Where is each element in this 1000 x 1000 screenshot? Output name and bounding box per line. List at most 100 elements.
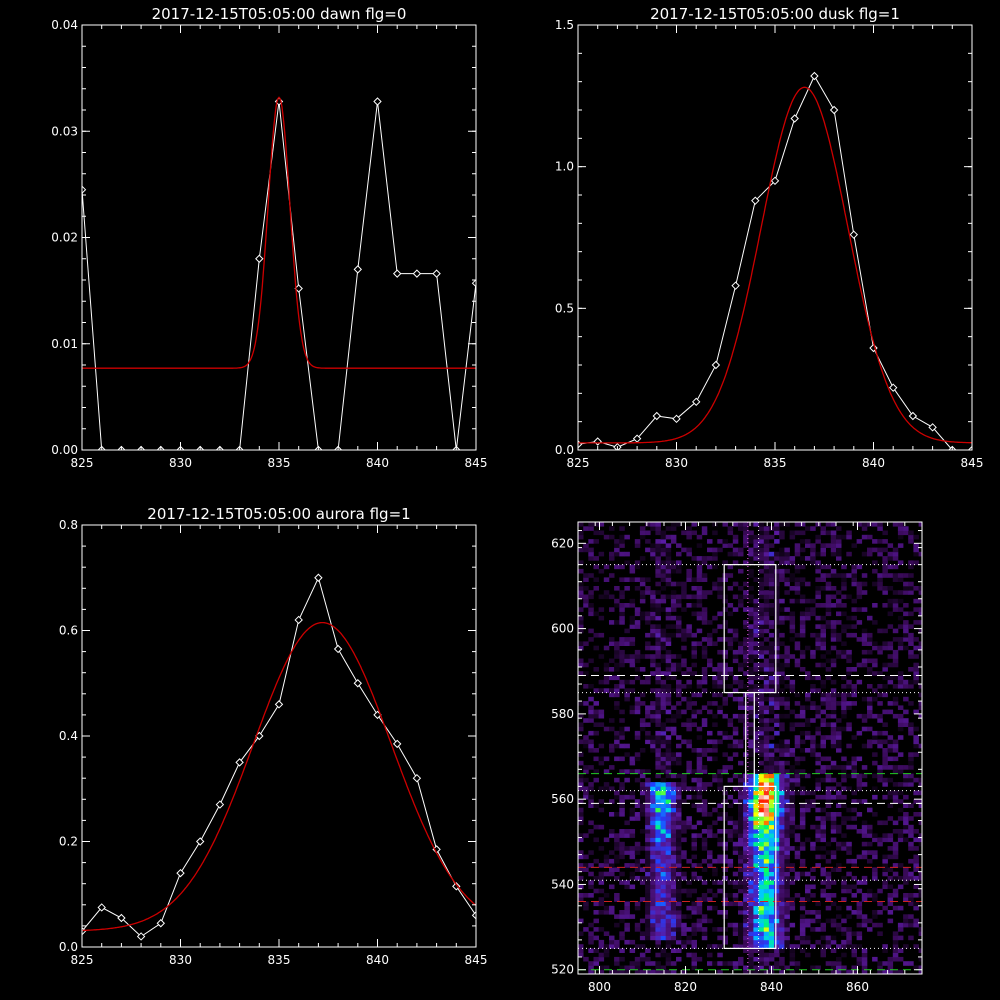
heatmap-cell — [619, 829, 625, 834]
heatmap-cell — [624, 577, 630, 582]
heatmap-cell — [872, 688, 878, 693]
heatmap-cell — [650, 551, 656, 557]
heatmap-cell — [903, 782, 909, 787]
heatmap-cell — [841, 965, 847, 971]
heatmap-cell — [820, 777, 826, 783]
heatmap-cell — [701, 786, 708, 791]
heatmap-cell — [722, 858, 728, 864]
heatmap-cell — [882, 794, 888, 800]
heatmap-cell — [660, 799, 667, 804]
heatmap-cell — [789, 880, 796, 885]
heatmap-cell — [774, 961, 780, 966]
heatmap-cell — [805, 645, 811, 651]
heatmap-cell — [841, 709, 847, 715]
heatmap-cell — [686, 679, 692, 685]
heatmap-cell — [820, 756, 826, 762]
heatmap-cell — [882, 586, 888, 591]
heatmap-cell — [794, 961, 801, 966]
heatmap-cell — [691, 662, 697, 668]
heatmap-cell — [763, 769, 770, 774]
heatmap-cell — [908, 684, 914, 689]
heatmap-cell — [908, 803, 914, 808]
data-point-marker — [392, 739, 402, 749]
heatmap-cell — [583, 735, 589, 740]
heatmap-cell — [650, 918, 656, 924]
data-point-marker — [176, 868, 185, 878]
heatmap-cell — [670, 867, 677, 872]
heatmap-cell — [820, 696, 826, 702]
heatmap-cell — [841, 573, 847, 578]
heatmap-cell — [743, 581, 749, 587]
heatmap-cell — [774, 649, 780, 655]
heatmap-cell — [753, 782, 759, 787]
heatmap-cell — [892, 564, 899, 570]
heatmap-cell — [619, 786, 625, 791]
heatmap-cell — [665, 765, 672, 770]
heatmap-cell — [892, 799, 899, 804]
heatmap-cell — [712, 615, 718, 621]
heatmap-cell — [892, 748, 899, 753]
heatmap-cell — [768, 577, 775, 582]
heatmap-cell — [676, 807, 682, 813]
heatmap-cell — [665, 551, 672, 557]
heatmap-cell — [913, 645, 919, 651]
data-point-marker — [810, 71, 819, 81]
heatmap-cell — [696, 752, 703, 757]
heatmap-cell — [753, 931, 759, 936]
heatmap-cell — [784, 551, 790, 557]
heatmap-cell — [758, 632, 765, 638]
heatmap-cell — [583, 701, 589, 706]
heatmap-cell — [609, 620, 615, 625]
heatmap-cell — [578, 952, 584, 958]
heatmap-cell — [825, 735, 832, 740]
heatmap-cell — [825, 649, 832, 655]
heatmap-cell — [712, 667, 718, 672]
heatmap-cell — [794, 598, 801, 604]
heatmap-cell — [748, 654, 754, 659]
heatmap-cell — [670, 760, 677, 766]
heatmap-cell — [872, 794, 878, 800]
heatmap-cell — [913, 905, 919, 911]
heatmap-cell — [655, 760, 661, 766]
heatmap-cell — [897, 526, 904, 531]
heatmap-cell — [634, 867, 641, 872]
heatmap-cell — [655, 713, 661, 719]
heatmap-cell — [598, 846, 605, 851]
heatmap-cell — [799, 858, 806, 864]
heatmap-cell — [753, 539, 759, 544]
heatmap-cell — [655, 543, 661, 548]
heatmap-cell — [676, 837, 682, 843]
heatmap-cell — [717, 803, 723, 808]
heatmap-cell — [820, 820, 826, 826]
heatmap-cell — [768, 756, 775, 762]
heatmap-cell — [727, 543, 734, 548]
heatmap-cell — [629, 790, 636, 796]
heatmap-cell — [789, 812, 796, 817]
heatmap-cell — [877, 684, 883, 689]
heatmap-cell — [727, 586, 734, 591]
heatmap-cell — [686, 820, 692, 826]
heatmap-cell — [655, 675, 661, 681]
heatmap-cell — [614, 645, 620, 651]
heatmap-cell — [877, 547, 883, 553]
heatmap-cell — [619, 620, 625, 625]
heatmap-cell — [578, 816, 584, 821]
heatmap-cell — [846, 722, 852, 727]
heatmap-cell — [763, 863, 770, 868]
heatmap-cell — [836, 649, 842, 655]
heatmap-cell — [799, 667, 806, 672]
heatmap-cell — [867, 833, 873, 838]
heatmap-cell — [882, 556, 888, 561]
heatmap-cell — [887, 598, 894, 604]
heatmap-cell — [794, 756, 801, 762]
heatmap-cell — [732, 893, 739, 898]
heatmap-cell — [825, 722, 832, 727]
heatmap-cell — [655, 871, 661, 877]
heatmap-cell — [670, 705, 677, 710]
heatmap-cell — [665, 760, 672, 766]
heatmap-cell — [578, 530, 584, 536]
heatmap-cell — [676, 888, 682, 894]
heatmap-cell — [768, 760, 775, 766]
heatmap-cell — [660, 684, 667, 689]
heatmap-cell — [784, 675, 790, 681]
